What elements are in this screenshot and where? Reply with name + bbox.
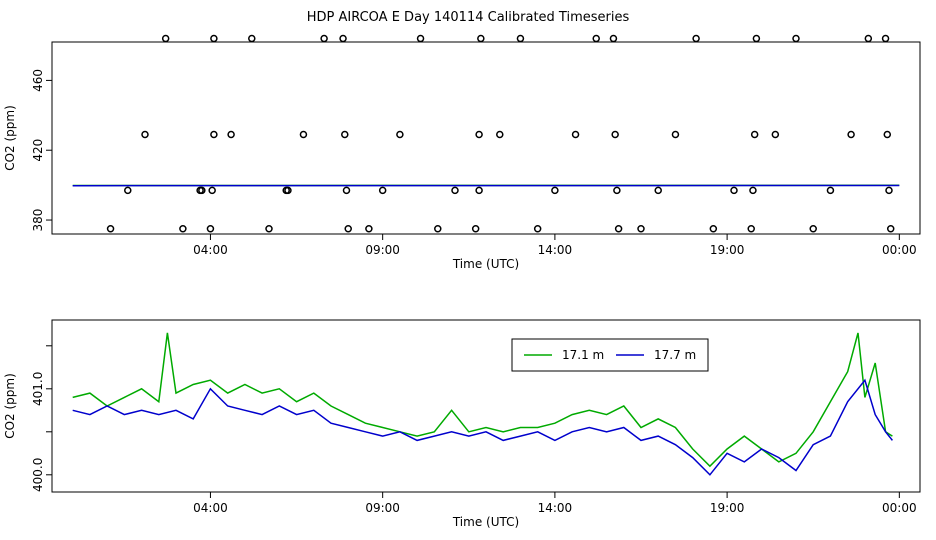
plot-frame	[51, 319, 921, 493]
x-tick-label: 00:00	[882, 501, 917, 515]
calibration-point	[339, 34, 347, 43]
legend-label: 17.7 m	[654, 348, 696, 362]
y-axis-label: CO2 (ppm)	[3, 105, 17, 171]
x-tick-label: 04:00	[193, 501, 228, 515]
calibration-point	[613, 186, 621, 195]
calibration-point	[747, 225, 755, 233]
calibration-point	[210, 34, 218, 43]
x-tick-label: 09:00	[365, 501, 400, 515]
calibration-point	[881, 34, 890, 43]
calibration-point	[477, 34, 485, 43]
x-tick-label: 14:00	[538, 243, 573, 257]
calibration-point	[614, 225, 623, 233]
x-tick-label: 00:00	[882, 243, 917, 257]
calibration-point	[592, 34, 600, 43]
calibration-point	[571, 130, 580, 139]
y-axis-label: CO2 (ppm)	[3, 373, 17, 439]
calibration-point	[671, 130, 680, 139]
calibration-point	[106, 225, 115, 233]
calibration-point	[709, 225, 718, 233]
calibration-point	[809, 225, 817, 233]
calibration-point	[124, 186, 132, 195]
y-tick-label: 460	[31, 69, 45, 92]
calibration-point	[792, 34, 800, 43]
calibration-point	[516, 34, 525, 43]
calibration-point	[210, 130, 218, 139]
x-tick-label: 19:00	[710, 243, 745, 257]
calibration-point	[344, 225, 352, 233]
y-tick-label: 420	[31, 139, 45, 162]
calibration-point	[342, 186, 351, 195]
calibration-point	[365, 225, 373, 233]
calibration-point	[434, 225, 442, 233]
x-tick-label: 09:00	[365, 243, 400, 257]
calibration-point	[299, 130, 308, 139]
figure-title: HDP AIRCOA E Day 140114 Calibrated Times…	[306, 10, 630, 25]
calibration-point	[141, 130, 149, 139]
calibration-point	[248, 34, 256, 43]
series-line-green	[72, 332, 893, 468]
calibration-point	[886, 225, 895, 233]
calibration-point	[826, 186, 835, 195]
calibration-point	[475, 130, 483, 139]
x-axis-label: Time (UTC)	[452, 515, 519, 529]
calibration-point	[885, 186, 893, 195]
y-tick-label: 380	[31, 209, 45, 232]
y-tick-label: 400.0	[31, 458, 45, 492]
calibration-point	[551, 186, 559, 195]
calibration-point	[265, 225, 273, 233]
calibration-point	[750, 130, 759, 139]
calibration-point	[864, 34, 873, 43]
plot-frame	[51, 41, 921, 235]
calibration-point	[198, 186, 206, 195]
calibration-point	[471, 225, 480, 233]
calibration-point	[451, 186, 459, 195]
x-tick-label: 04:00	[193, 243, 228, 257]
calibration-point	[847, 130, 855, 139]
calibration-point	[396, 130, 404, 139]
calibration-point	[227, 130, 235, 139]
calibration-point	[378, 186, 387, 195]
calibration-point	[749, 186, 757, 195]
calibration-point	[611, 130, 619, 139]
calibration-point	[883, 130, 892, 139]
calibration-point	[475, 186, 483, 195]
x-tick-label: 19:00	[710, 501, 745, 515]
timeseries-panel: 04:00 09:00 14:00 19:00 00:00 Time (UTC) 400.0…	[3, 319, 921, 529]
calibration-point	[654, 186, 662, 195]
y-tick-label: 401.0	[31, 372, 45, 406]
calibration-point	[161, 34, 170, 43]
calibration-point	[637, 225, 645, 233]
calibration-point	[341, 130, 349, 139]
calibration-point	[533, 225, 542, 233]
calibration-point	[692, 34, 700, 43]
calibration-point	[416, 34, 425, 43]
x-tick-label: 14:00	[538, 501, 573, 515]
calibration-point	[730, 186, 738, 195]
x-axis-label: Time (UTC)	[452, 257, 519, 271]
calibration-point	[496, 130, 504, 139]
calibration-point	[320, 34, 328, 43]
calibration-point	[284, 186, 292, 195]
calibration-point	[206, 225, 215, 233]
calibration-point	[179, 225, 187, 233]
calibration-point	[609, 34, 618, 43]
legend-label: 17.1 m	[562, 348, 604, 362]
calibration-point	[771, 130, 780, 139]
calibration-panel: 04:00 09:00 14:00 19:00 00:00 Time (UTC) 380 42…	[3, 34, 921, 271]
calibration-point	[752, 34, 761, 43]
series-line-blue	[72, 378, 893, 476]
calibration-point	[208, 186, 216, 195]
